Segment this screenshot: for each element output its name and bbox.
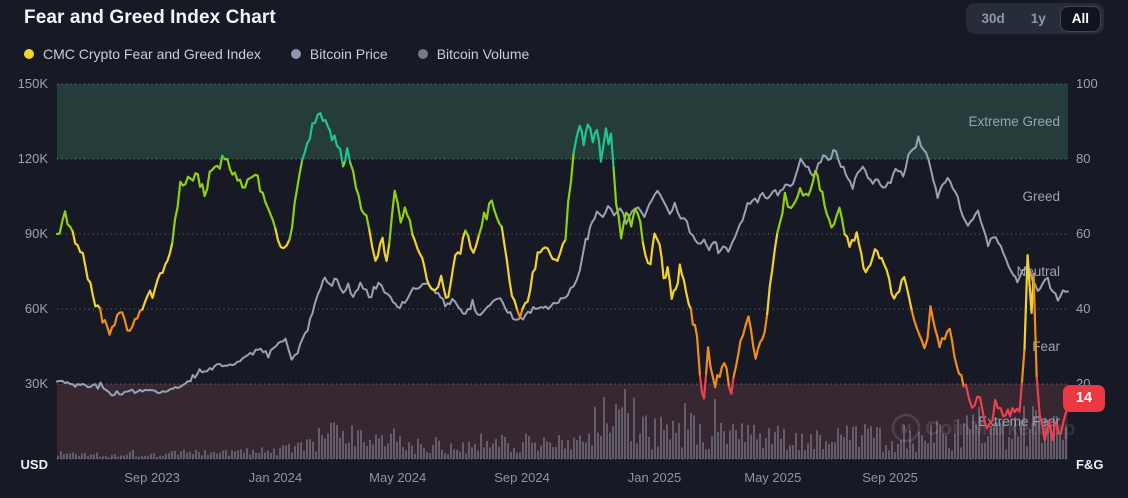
left-axis-label-4: 30K — [24, 376, 48, 391]
range-selector: 30d 1y All — [966, 3, 1104, 34]
left-axis-label-1: 120K — [17, 151, 48, 166]
x-tick-1: Jan 2024 — [248, 470, 303, 485]
x-tick-4: Jan 2025 — [627, 470, 682, 485]
right-axis-label-2: 60 — [1076, 226, 1091, 241]
right-axis-label-1: 80 — [1076, 151, 1091, 166]
legend-item-bitcoin-price[interactable]: Bitcoin Price — [290, 46, 388, 62]
watermark: M CoinMarketCap — [891, 413, 1076, 443]
right-axis-label-3: 40 — [1076, 301, 1091, 316]
right-axis-label-0: 100 — [1076, 76, 1098, 91]
x-tick-6: Sep 2025 — [862, 470, 918, 485]
zone-label-extreme-greed: Extreme Greed — [968, 114, 1060, 129]
legend-label: CMC Crypto Fear and Greed Index — [43, 46, 261, 62]
legend-item-bitcoin-volume[interactable]: Bitcoin Volume — [417, 46, 530, 62]
legend-label: Bitcoin Volume — [436, 46, 530, 62]
left-axis-label-0: 150K — [17, 76, 48, 91]
coinmarketcap-logo-icon — [891, 413, 921, 443]
x-tick-3: Sep 2024 — [494, 470, 550, 485]
bitcoin-volume-legend-dot-icon — [417, 49, 428, 59]
svg-text:M: M — [901, 421, 912, 436]
range-30d-button[interactable]: 30d — [969, 6, 1016, 32]
left-axis-label-3: 60K — [24, 301, 48, 316]
x-tick-2: May 2024 — [369, 470, 427, 485]
legend: CMC Crypto Fear and Greed Index Bitcoin … — [24, 46, 529, 62]
x-tick-0: Sep 2023 — [124, 470, 180, 485]
fear-greed-legend-dot-icon — [24, 49, 34, 59]
legend-label: Bitcoin Price — [309, 46, 388, 62]
left-axis-unit-usd: USD — [20, 457, 48, 472]
svg-text:CoinMarketCap: CoinMarketCap — [925, 418, 1076, 440]
current-value-badge: 14 — [1063, 384, 1105, 412]
range-1y-button[interactable]: 1y — [1019, 6, 1058, 32]
zone-label-fear: Fear — [1032, 339, 1060, 354]
bitcoin-price-legend-dot-icon — [290, 49, 301, 59]
x-tick-5: May 2025 — [744, 470, 802, 485]
legend-item-fear-greed-index[interactable]: CMC Crypto Fear and Greed Index — [24, 46, 261, 62]
range-all-button[interactable]: All — [1059, 5, 1101, 32]
zone-label-greed: Greed — [1022, 189, 1060, 204]
left-axis-label-2: 90K — [24, 226, 48, 241]
right-axis-unit-fg: F&G — [1076, 457, 1104, 472]
page-title: Fear and Greed Index Chart — [24, 7, 276, 28]
